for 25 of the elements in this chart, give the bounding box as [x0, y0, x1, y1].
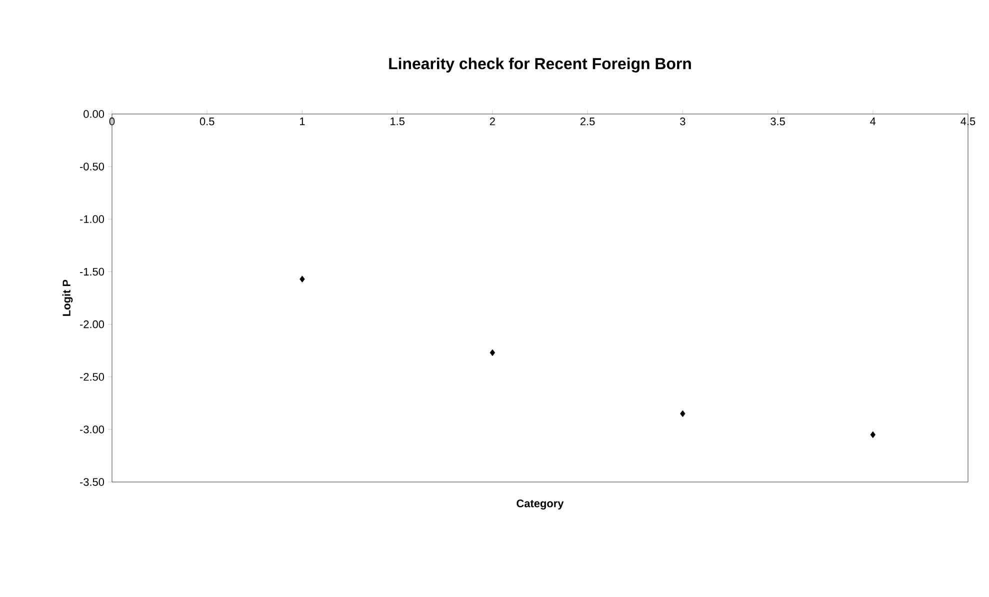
- y-tick-label: -3.00: [80, 426, 104, 434]
- x-tick-label: 2.5: [580, 118, 595, 126]
- y-tick-label: -0.50: [80, 162, 104, 170]
- y-tick-label: -2.50: [80, 372, 104, 381]
- point: [680, 410, 686, 418]
- y-tick-label: -1.50: [80, 268, 104, 276]
- y-axis-title: Logit P: [62, 280, 73, 316]
- point: [490, 349, 496, 356]
- y-tick-label: -1.00: [80, 215, 104, 224]
- x-tick-label: 1: [300, 118, 305, 126]
- x-tick-label: 3.5: [770, 118, 785, 126]
- x-axis-title: Category: [516, 500, 564, 510]
- x-tick-label: 0.5: [200, 118, 214, 126]
- x-tick-label: 0: [109, 118, 115, 126]
- x-tick-label: 3: [680, 118, 686, 126]
- y-tick-label: 0.00: [84, 110, 104, 118]
- point: [300, 276, 305, 282]
- x-tick-label: 4.5: [960, 118, 976, 126]
- x-tick-label: 1.5: [390, 118, 404, 126]
- point: [870, 431, 876, 438]
- y-tick-label: -3.50: [80, 478, 104, 486]
- x-tick-label: 2: [490, 118, 495, 126]
- y-tick-label: -2.00: [80, 320, 104, 328]
- x-tick-label: 4: [870, 118, 876, 126]
- chart-title: Linearity check for Recent Foreign Born: [389, 58, 691, 73]
